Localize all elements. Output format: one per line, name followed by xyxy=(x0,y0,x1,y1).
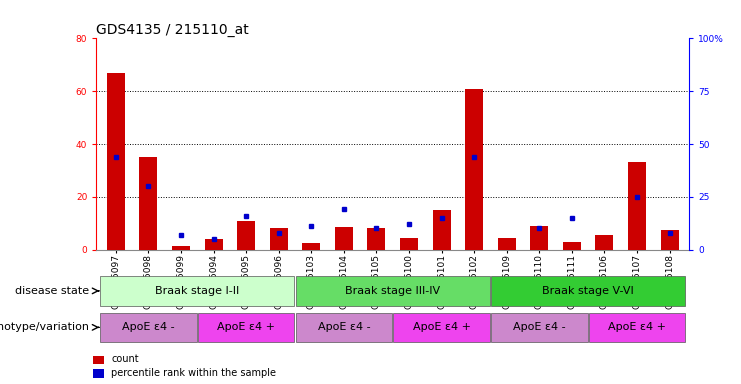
Text: ApoE ε4 -: ApoE ε4 - xyxy=(122,322,175,333)
Bar xyxy=(172,246,190,250)
Bar xyxy=(296,313,392,342)
Bar xyxy=(107,73,124,250)
Bar xyxy=(628,162,646,250)
Bar xyxy=(302,243,320,250)
Text: Braak stage V-VI: Braak stage V-VI xyxy=(542,286,634,296)
Bar xyxy=(531,226,548,250)
Bar xyxy=(433,210,451,250)
Bar xyxy=(498,238,516,250)
Bar xyxy=(465,89,483,250)
Bar xyxy=(100,276,294,306)
Bar xyxy=(100,313,196,342)
Text: Braak stage III-IV: Braak stage III-IV xyxy=(345,286,440,296)
Text: disease state: disease state xyxy=(15,286,89,296)
Bar xyxy=(491,276,685,306)
Bar xyxy=(400,238,418,250)
Text: ApoE ε4 -: ApoE ε4 - xyxy=(318,322,370,333)
Text: GDS4135 / 215110_at: GDS4135 / 215110_at xyxy=(96,23,249,37)
Text: ApoE ε4 +: ApoE ε4 + xyxy=(217,322,275,333)
Text: ApoE ε4 -: ApoE ε4 - xyxy=(513,322,565,333)
Bar xyxy=(596,235,614,250)
Bar xyxy=(270,228,288,250)
Bar xyxy=(589,313,685,342)
Text: count: count xyxy=(111,354,139,364)
Bar xyxy=(296,276,490,306)
Bar xyxy=(563,242,581,250)
Text: Braak stage I-II: Braak stage I-II xyxy=(155,286,239,296)
Bar xyxy=(139,157,157,250)
Text: genotype/variation: genotype/variation xyxy=(0,322,89,333)
Bar xyxy=(368,228,385,250)
Bar xyxy=(491,313,588,342)
Text: ApoE ε4 +: ApoE ε4 + xyxy=(413,322,471,333)
Text: ApoE ε4 +: ApoE ε4 + xyxy=(608,322,666,333)
Bar xyxy=(237,220,255,250)
Bar xyxy=(335,227,353,250)
Bar xyxy=(198,313,294,342)
Text: percentile rank within the sample: percentile rank within the sample xyxy=(111,368,276,378)
Bar xyxy=(393,313,490,342)
Bar xyxy=(205,239,222,250)
Bar xyxy=(661,230,679,250)
